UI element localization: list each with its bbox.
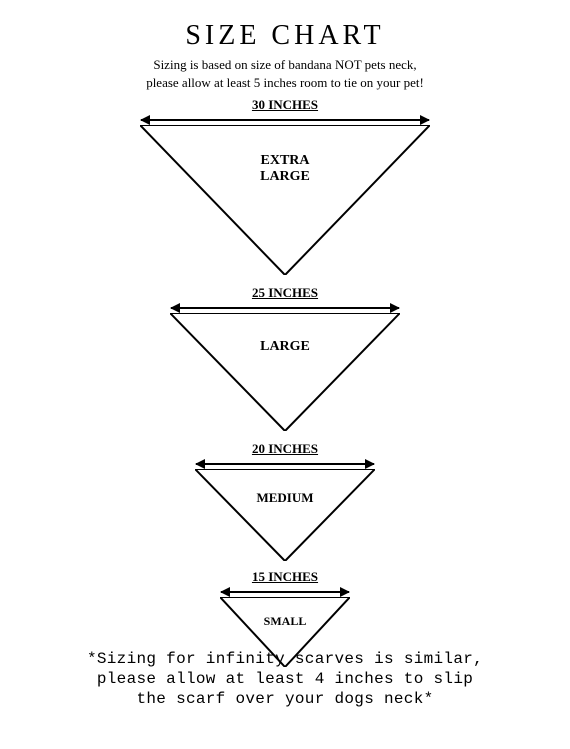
- footnote: *Sizing for infinity scarves is similar,…: [0, 649, 570, 709]
- dimension-arrow: [140, 115, 430, 125]
- dimension-label: 30 INCHES: [140, 97, 430, 113]
- dimension-label: 20 INCHES: [195, 441, 375, 457]
- dimension-label: 15 INCHES: [220, 569, 350, 585]
- size-block: 30 INCHES EXTRA LARGE: [140, 97, 430, 275]
- subtitle-line-2: please allow at least 5 inches room to t…: [146, 75, 424, 90]
- size-name-label: LARGE: [260, 339, 310, 355]
- size-name-label: EXTRA LARGE: [260, 153, 310, 185]
- size-block: 20 INCHES MEDIUM: [195, 441, 375, 561]
- size-chart-page: SIZE CHART Sizing is based on size of ba…: [0, 0, 570, 749]
- footnote-line-1: *Sizing for infinity scarves is similar,: [87, 650, 483, 668]
- sizes-container: 30 INCHES EXTRA LARGE 25 INCHES LARGE 20 INC…: [0, 97, 570, 667]
- bandana-triangle: MEDIUM: [195, 469, 375, 561]
- page-title: SIZE CHART: [0, 20, 570, 52]
- footnote-line-3: the scarf over your dogs neck*: [136, 690, 433, 708]
- dimension-label: 25 INCHES: [170, 285, 400, 301]
- footnote-line-2: please allow at least 4 inches to slip: [97, 670, 473, 688]
- size-block: 25 INCHES LARGE: [170, 285, 400, 431]
- size-name-label: MEDIUM: [256, 491, 313, 506]
- subtitle-line-1: Sizing is based on size of bandana NOT p…: [153, 57, 416, 72]
- subtitle: Sizing is based on size of bandana NOT p…: [95, 56, 475, 91]
- dimension-arrow: [220, 587, 350, 597]
- bandana-triangle: LARGE: [170, 313, 400, 431]
- size-name-label: SMALL: [264, 615, 307, 629]
- bandana-triangle: EXTRA LARGE: [140, 125, 430, 275]
- dimension-arrow: [170, 303, 400, 313]
- dimension-arrow: [195, 459, 375, 469]
